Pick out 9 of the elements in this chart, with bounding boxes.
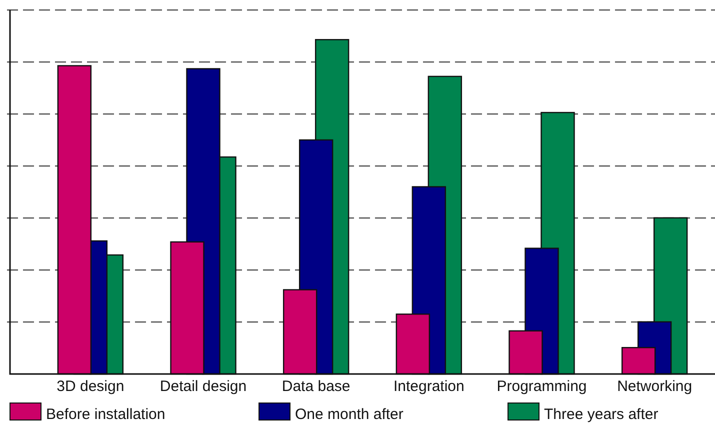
x-tick-label: Networking (617, 378, 692, 395)
x-tick-label: Programming (496, 378, 587, 395)
x-tick-label: Integration (393, 378, 464, 395)
x-tick-label: Detail design (160, 378, 247, 395)
x-tick-label: 3D design (56, 378, 124, 395)
x-tick-label: Data base (282, 378, 350, 395)
legend-label: Three years after (544, 406, 658, 423)
legend-label: One month after (295, 406, 404, 423)
legend-label: Before installation (46, 406, 166, 423)
